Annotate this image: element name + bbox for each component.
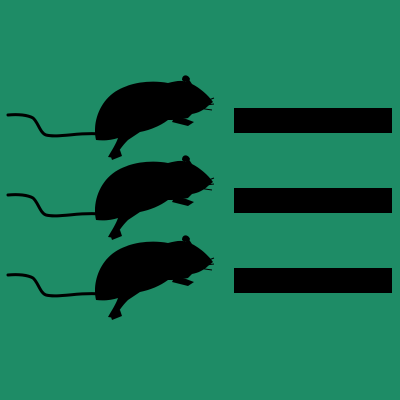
- list-bar: [234, 108, 392, 133]
- list-bar: [234, 268, 392, 293]
- list-bar: [234, 188, 392, 213]
